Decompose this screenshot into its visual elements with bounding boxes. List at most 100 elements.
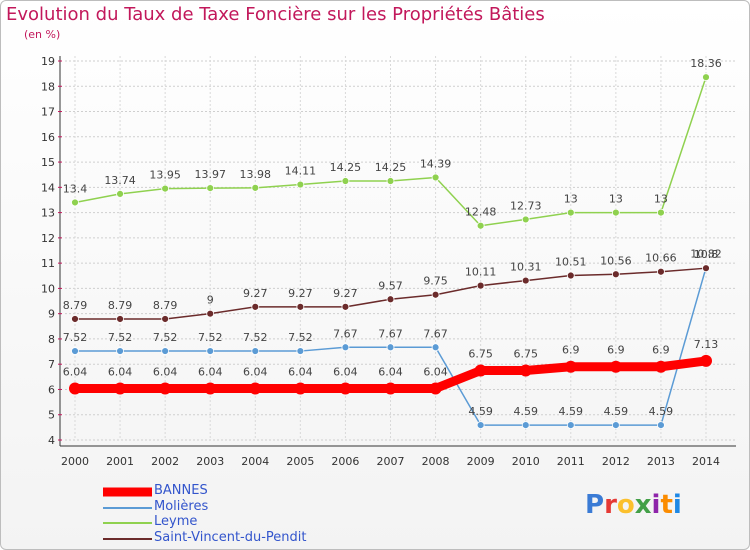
legend-label: Saint-Vincent-du-Pendit: [154, 530, 307, 545]
data-point: [657, 267, 665, 276]
x-tick-label: 2009: [467, 455, 495, 468]
x-tick-label: 2010: [512, 455, 540, 468]
data-point: [476, 221, 485, 230]
data-label: 9.27: [243, 287, 268, 300]
data-point: [566, 421, 575, 429]
data-label: 8.79: [63, 299, 88, 312]
data-label: 6.04: [423, 365, 448, 378]
data-point: [700, 354, 712, 367]
data-label: 7.67: [333, 327, 358, 340]
data-label: 7.52: [108, 331, 133, 344]
data-point: [341, 302, 350, 311]
data-point: [521, 276, 530, 285]
y-tick-label: 8: [48, 333, 55, 346]
y-tick-label: 13: [41, 207, 55, 220]
y-tick-label: 18: [41, 80, 55, 93]
data-point: [474, 364, 487, 377]
data-label: 10.56: [600, 254, 632, 267]
data-point: [702, 73, 710, 82]
y-tick-label: 16: [41, 131, 55, 144]
data-point: [521, 421, 530, 429]
data-label: 4.59: [468, 405, 493, 418]
data-label: 12.73: [510, 199, 542, 212]
data-label: 6.04: [243, 365, 268, 378]
data-label: 7.13: [694, 338, 719, 351]
legend-label: Molières: [154, 499, 209, 514]
y-tick-label: 5: [48, 409, 55, 422]
y-tick-label: 4: [48, 434, 55, 447]
axes: 4 5 6 7 8 9 10 11 12 13 14 15 16 17 18 19 2000 2001 2002 20…: [41, 55, 736, 468]
data-label: 12.48: [465, 206, 497, 219]
x-tick-label: 2007: [377, 455, 405, 468]
data-label: 10.82: [690, 248, 722, 261]
data-point: [384, 382, 397, 395]
data-point: [431, 173, 440, 182]
logo-letter: x: [634, 490, 652, 520]
data-label: 10.51: [555, 256, 587, 269]
data-point: [476, 281, 485, 290]
data-point: [609, 360, 622, 373]
data-point: [161, 315, 170, 323]
data-label: 8.79: [153, 299, 178, 312]
data-point: [702, 264, 710, 273]
x-tick-label: 2003: [196, 455, 224, 468]
data-label: 13.98: [240, 168, 272, 181]
data-point: [296, 302, 305, 311]
data-point: [657, 421, 665, 429]
data-label: 7.52: [153, 331, 178, 344]
data-point: [296, 347, 305, 355]
data-point: [116, 190, 124, 198]
data-label: 13.74: [104, 174, 136, 187]
y-tick-label: 12: [41, 232, 55, 245]
data-point: [519, 364, 532, 377]
data-point: [341, 343, 350, 352]
series-layer: [69, 73, 712, 429]
data-label: 6.04: [153, 365, 178, 378]
data-label: 9: [207, 294, 214, 307]
data-point: [521, 215, 530, 224]
data-label: 14.25: [330, 161, 362, 174]
x-tick-label: 2006: [331, 455, 359, 468]
data-point: [386, 343, 395, 352]
y-tick-label: 9: [48, 308, 55, 321]
x-tick-label: 2008: [422, 455, 450, 468]
data-label: 6.9: [562, 344, 580, 357]
data-point: [296, 180, 305, 189]
data-point: [116, 315, 124, 323]
y-tick-label: 17: [41, 106, 55, 119]
chart-title: Evolution du Taux de Taxe Foncière sur l…: [6, 4, 545, 25]
data-point: [566, 208, 575, 217]
data-point: [476, 421, 485, 429]
data-label: 6.04: [108, 365, 133, 378]
x-tick-label: 2001: [106, 455, 134, 468]
logo-letter: o: [616, 490, 635, 520]
data-point: [161, 184, 170, 193]
x-tick-label: 2000: [61, 455, 89, 468]
data-label: 6.75: [468, 348, 493, 361]
logo-letter: t: [660, 490, 673, 520]
x-tick-label: 2004: [241, 455, 269, 468]
logo-letter: i: [672, 490, 682, 520]
data-point: [71, 315, 79, 323]
data-point: [611, 208, 620, 217]
data-label: 10.8: [694, 248, 719, 261]
data-label: 9.27: [333, 287, 358, 300]
data-label: 6.9: [652, 344, 670, 357]
proxiti-logo: Proxiti: [585, 490, 682, 520]
data-label: 13: [609, 193, 623, 206]
data-label: 6.04: [63, 365, 88, 378]
legend-label: BANNES: [154, 483, 208, 498]
data-point: [206, 309, 215, 318]
logo-letter: i: [651, 490, 661, 520]
data-label: 9.75: [423, 275, 448, 288]
data-label: 13: [564, 193, 578, 206]
x-tick-label: 2011: [557, 455, 585, 468]
data-point: [116, 347, 124, 355]
y-tick-label: 11: [41, 257, 55, 270]
data-point: [566, 271, 575, 280]
data-point: [251, 183, 260, 192]
data-point: [386, 295, 395, 304]
legend-lines: [103, 487, 152, 540]
